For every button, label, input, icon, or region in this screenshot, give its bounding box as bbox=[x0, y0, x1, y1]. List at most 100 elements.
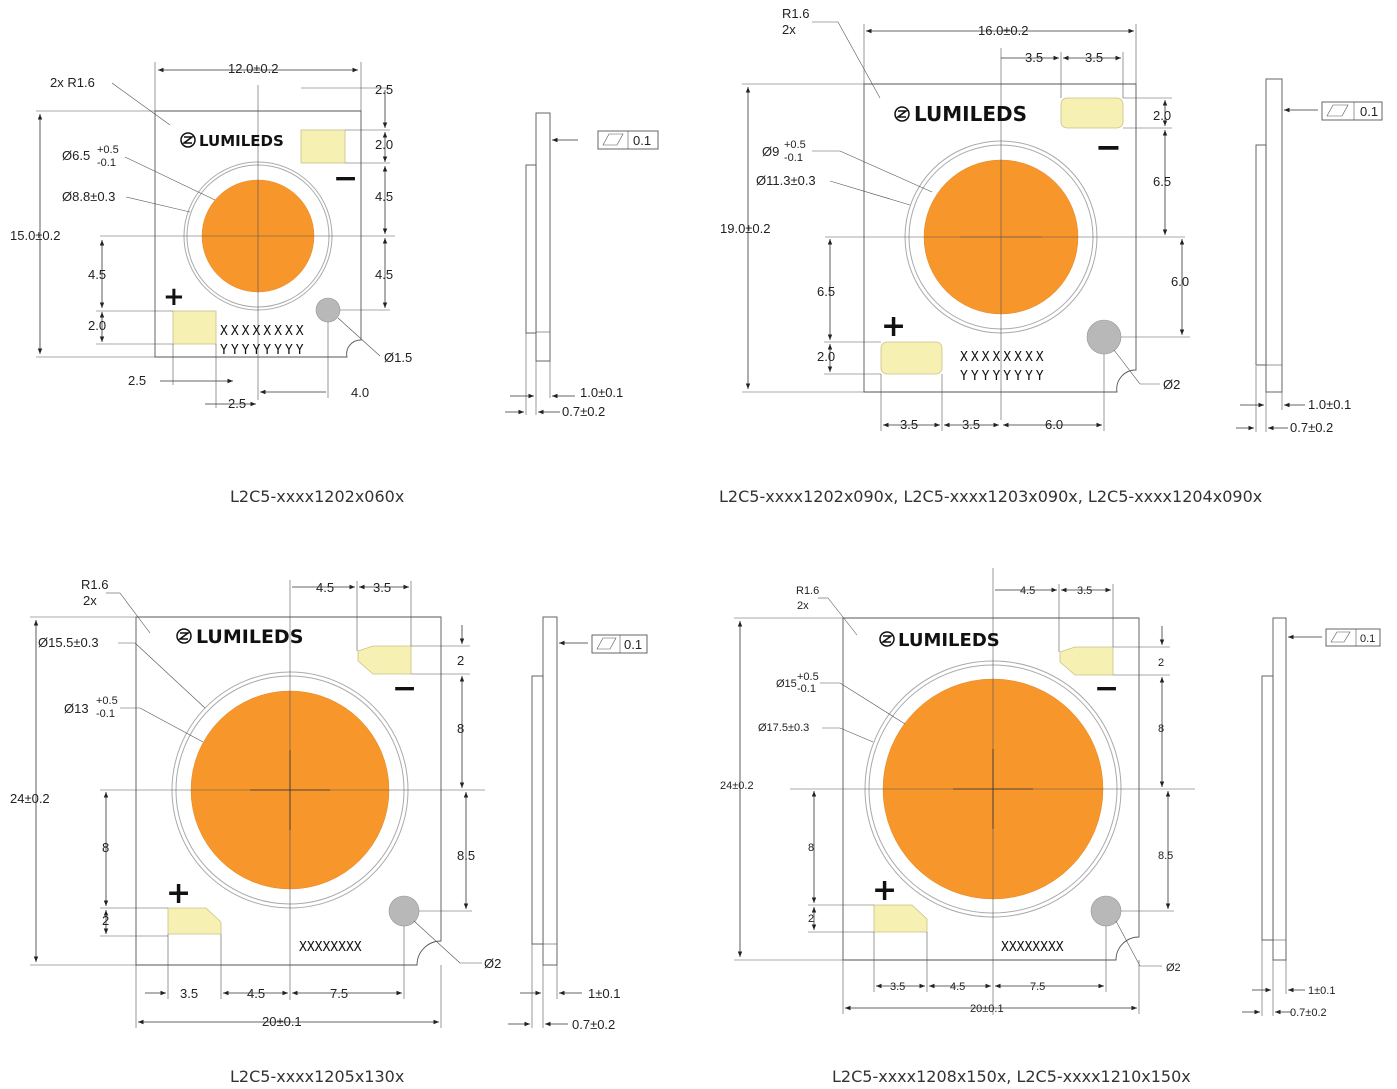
anode-pad bbox=[167, 907, 222, 935]
cathode-pad bbox=[300, 129, 346, 164]
svg-text:LUMILEDS: LUMILEDS bbox=[898, 630, 1000, 651]
flatness-value: 0.1 bbox=[1360, 104, 1378, 119]
plus-sign: + bbox=[163, 282, 185, 312]
width-dim: 12.0±0.2 bbox=[228, 61, 279, 76]
dim-bottom-4-0: 4.0 bbox=[351, 385, 369, 400]
marking-line-1: XXXXXXXX bbox=[220, 324, 307, 339]
les-tol-hi: +0.5 bbox=[784, 139, 806, 151]
width-dim: 16.0±0.2 bbox=[978, 23, 1029, 38]
dim-bottom-2-5-a: 2.5 bbox=[128, 373, 146, 388]
les-tol-hi: +0.5 bbox=[797, 671, 819, 683]
marking-line-2: YYYYYYYY bbox=[220, 343, 307, 358]
height-dim: 15.0±0.2 bbox=[10, 228, 61, 243]
svg-text:LUMILEDS: LUMILEDS bbox=[914, 102, 1027, 126]
side-view: 0.1 1±0.1 0.7±0.2 bbox=[508, 616, 648, 1032]
dim-right-2: 2 bbox=[457, 653, 464, 668]
marking-line-2: YYYYYYYY bbox=[960, 369, 1047, 384]
dim-bottom-4-5: 4.5 bbox=[950, 981, 965, 993]
dim-pad-2-0: 2.0 bbox=[375, 137, 393, 152]
flatness-icon bbox=[596, 637, 617, 650]
les-tol-lo: -0.1 bbox=[784, 152, 803, 164]
plus-sign: + bbox=[872, 873, 897, 908]
les-tol-hi: +0.5 bbox=[96, 695, 118, 707]
ring-dia-dim: Ø11.3±0.3 bbox=[756, 173, 816, 188]
radius-count: 2x bbox=[83, 593, 97, 608]
lumileds-logo-icon: LUMILEDS bbox=[180, 132, 284, 150]
drawing-l2c5-060: LUMILEDS + − XXXXXXXX YYYYYYYY 12.0±0.2 … bbox=[10, 61, 659, 506]
dim-bottom-3-5-b: 3.5 bbox=[962, 417, 980, 432]
flatness-value: 0.1 bbox=[1360, 633, 1375, 645]
dim-left-4-5: 4.5 bbox=[88, 267, 106, 282]
radius-dim: 2x R1.6 bbox=[50, 75, 95, 90]
caption: L2C5-xxxx1202x060x bbox=[230, 487, 404, 506]
side-thickness-dim: 1±0.1 bbox=[1308, 985, 1335, 997]
radius-dim: R1.6 bbox=[81, 577, 108, 592]
ring-dia-dim: Ø15.5±0.3 bbox=[38, 635, 99, 650]
hole-dia-dim: Ø1.5 bbox=[384, 350, 412, 365]
side-substrate-dim: 0.7±0.2 bbox=[562, 404, 605, 419]
radius-count: 2x bbox=[797, 600, 809, 612]
dim-4-5-upper: 4.5 bbox=[375, 189, 393, 204]
lumileds-logo-icon: LUMILEDS bbox=[176, 626, 303, 648]
dim-6-0: 6.0 bbox=[1171, 274, 1189, 289]
dim-top-3-5: 3.5 bbox=[373, 580, 391, 595]
dim-bottom-2-5-b: 2.5 bbox=[228, 396, 246, 411]
dim-top-3-5-a: 3.5 bbox=[1025, 50, 1043, 65]
les-dia-dim: Ø9 bbox=[762, 144, 779, 159]
dim-right-8: 8 bbox=[457, 721, 464, 736]
hole-dia-dim: Ø2 bbox=[1166, 962, 1181, 974]
svg-text:LUMILEDS: LUMILEDS bbox=[199, 132, 284, 150]
flatness-icon bbox=[1326, 104, 1349, 117]
dim-top-4-5: 4.5 bbox=[316, 580, 334, 595]
side-view: 0.1 1.0±0.1 0.7±0.2 bbox=[1236, 78, 1383, 435]
mounting-hole bbox=[1086, 319, 1122, 355]
dim-bottom-7-5: 7.5 bbox=[1030, 981, 1045, 993]
dim-bottom-6-0: 6.0 bbox=[1045, 417, 1063, 432]
ring-dia-dim: Ø8.8±0.3 bbox=[62, 189, 115, 204]
marking-line-1: XXXXXXXX bbox=[299, 940, 362, 955]
minus-sign: − bbox=[392, 671, 417, 706]
dim-right-8: 8 bbox=[1158, 723, 1164, 735]
dim-bottom-4-5: 4.5 bbox=[247, 986, 265, 1001]
dim-top-2-5: 2.5 bbox=[375, 82, 393, 97]
radius-count: 2x bbox=[782, 22, 796, 37]
les-dia-dim: Ø6.5 bbox=[62, 148, 90, 163]
dim-top-3-5-b: 3.5 bbox=[1085, 50, 1103, 65]
lumileds-logo-icon: LUMILEDS bbox=[879, 630, 1000, 651]
side-thickness-dim: 1±0.1 bbox=[588, 986, 620, 1001]
radius-dim: R1.6 bbox=[782, 6, 809, 21]
dim-left-2-0: 2.0 bbox=[817, 349, 835, 364]
dim-left-6-5: 6.5 bbox=[817, 284, 835, 299]
les-tol-lo: -0.1 bbox=[797, 683, 816, 695]
side-substrate-dim: 0.7±0.2 bbox=[572, 1017, 615, 1032]
caption: L2C5-xxxx1205x130x bbox=[230, 1067, 404, 1086]
hole-dia-dim: Ø2 bbox=[1163, 377, 1180, 392]
drawing-l2c5-150: LUMILEDS + − XXXXXXXX 20±0.1 24±0.2 R1.6… bbox=[720, 568, 1381, 1086]
dim-left-8: 8 bbox=[102, 840, 109, 855]
plus-sign: + bbox=[166, 876, 191, 911]
dim-6-5: 6.5 bbox=[1153, 174, 1171, 189]
dim-4-5-lower: 4.5 bbox=[375, 267, 393, 282]
dim-bottom-3-5-a: 3.5 bbox=[900, 417, 918, 432]
anode-pad bbox=[172, 310, 217, 345]
hole-dia-dim: Ø2 bbox=[484, 956, 501, 971]
les-dia-dim: Ø15 bbox=[776, 678, 797, 690]
dim-top-4-5: 4.5 bbox=[1020, 585, 1035, 597]
anode-pad bbox=[873, 904, 928, 933]
dim-right-8-5: 8.5 bbox=[457, 848, 475, 863]
dim-right-8-5: 8.5 bbox=[1158, 850, 1173, 862]
side-thickness-dim: 1.0±0.1 bbox=[580, 385, 623, 400]
minus-sign: − bbox=[1095, 128, 1122, 166]
lumileds-logo-icon: LUMILEDS bbox=[894, 102, 1027, 126]
svg-text:LUMILEDS: LUMILEDS bbox=[196, 626, 303, 648]
drawing-l2c5-130: LUMILEDS + − XXXXXXXX 20±0.1 24±0.2 R1.6… bbox=[10, 577, 648, 1086]
radius-dim: R1.6 bbox=[796, 585, 819, 597]
side-view: 0.1 1.0±0.1 0.7±0.2 bbox=[505, 112, 659, 419]
plus-sign: + bbox=[881, 309, 906, 344]
flatness-icon bbox=[602, 133, 624, 146]
height-dim: 24±0.2 bbox=[720, 780, 754, 792]
mounting-hole bbox=[315, 297, 341, 323]
flatness-value: 0.1 bbox=[633, 133, 651, 148]
side-view: 0.1 1±0.1 0.7±0.2 bbox=[1242, 617, 1381, 1019]
